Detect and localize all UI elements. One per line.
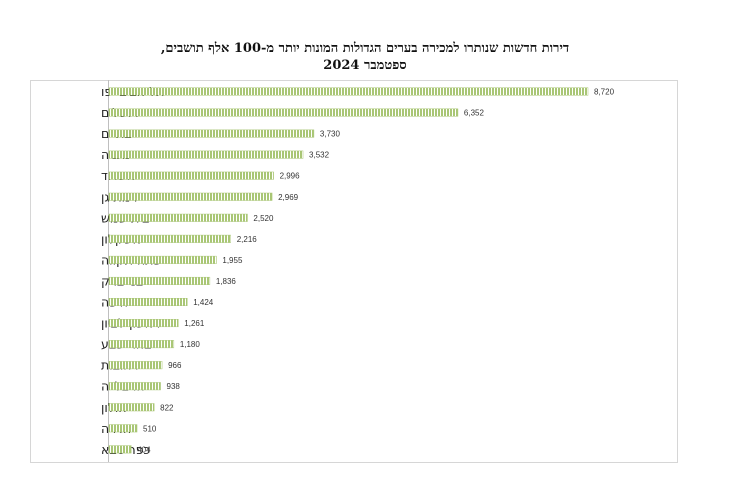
bar bbox=[108, 424, 138, 433]
data-label: 510 bbox=[143, 424, 157, 433]
data-label: 938 bbox=[167, 382, 181, 391]
bar bbox=[108, 192, 273, 201]
chart-title-line-2: ספטמבר 2024 bbox=[323, 58, 407, 73]
bar bbox=[108, 382, 161, 391]
data-label: 1,955 bbox=[222, 256, 243, 265]
data-label: 404 bbox=[137, 445, 151, 454]
data-label: 966 bbox=[168, 361, 182, 370]
chart-title: דירות חדשות שנותרו למכירה בערים הגדולות … bbox=[0, 40, 730, 74]
data-label: 2,216 bbox=[237, 235, 258, 244]
data-label: 3,532 bbox=[309, 151, 330, 160]
bar bbox=[108, 255, 217, 264]
bar bbox=[108, 340, 175, 349]
data-label: 8,720 bbox=[594, 88, 615, 97]
bar bbox=[108, 129, 315, 138]
data-label: 1,261 bbox=[184, 319, 205, 328]
bar bbox=[108, 171, 274, 180]
bar bbox=[108, 213, 248, 222]
bar bbox=[108, 234, 231, 243]
bar bbox=[108, 108, 459, 117]
bar bbox=[108, 445, 132, 454]
bar bbox=[108, 276, 211, 285]
data-label: 1,424 bbox=[193, 298, 214, 307]
bar bbox=[108, 150, 304, 159]
data-label: 1,180 bbox=[180, 340, 201, 349]
data-label: 822 bbox=[160, 403, 174, 412]
data-label: 1,836 bbox=[216, 277, 237, 286]
bar bbox=[108, 403, 155, 412]
bar bbox=[108, 298, 188, 306]
data-label: 6,352 bbox=[464, 109, 485, 118]
plot-area bbox=[30, 80, 678, 463]
data-label: 2,996 bbox=[280, 172, 301, 181]
bar bbox=[108, 319, 179, 328]
bar bbox=[108, 87, 589, 96]
data-label: 2,520 bbox=[253, 214, 274, 223]
data-label: 3,730 bbox=[320, 130, 341, 139]
bar bbox=[108, 361, 163, 370]
chart-title-line-1: דירות חדשות שנותרו למכירה בערים הגדולות … bbox=[160, 41, 570, 56]
data-label: 2,969 bbox=[278, 193, 299, 202]
